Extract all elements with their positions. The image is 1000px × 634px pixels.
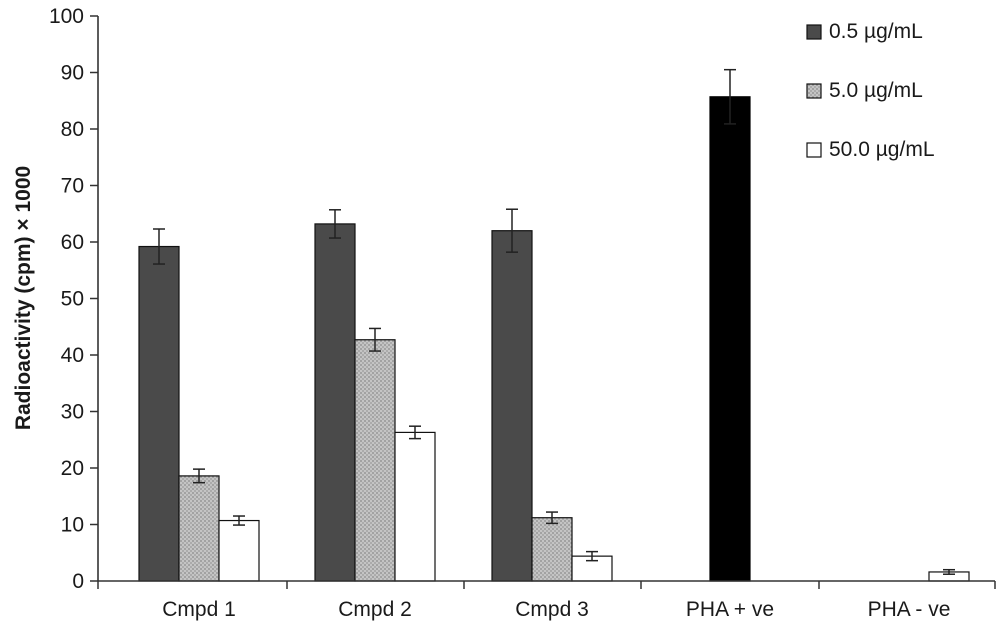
y-tick-label: 30 bbox=[61, 401, 84, 424]
x-tick-label: PHA - ve bbox=[868, 598, 951, 621]
axes bbox=[97, 16, 996, 589]
y-tick-label: 60 bbox=[61, 231, 84, 254]
y-tick-label: 90 bbox=[61, 62, 84, 85]
y-tick-label: 70 bbox=[61, 175, 84, 198]
y-tick-label: 20 bbox=[61, 457, 84, 480]
legend-swatch-2 bbox=[806, 83, 822, 99]
bar-series3-cat2 bbox=[394, 431, 436, 582]
legend-label-1: 0.5 µg/mL bbox=[829, 20, 923, 43]
y-tick-label: 10 bbox=[61, 514, 84, 537]
legend: 0.5 µg/mL 5.0 µg/mL 50.0 µg/mL bbox=[806, 20, 935, 161]
bar-series1-cat1 bbox=[138, 245, 180, 582]
x-axis-categories: Cmpd 1 Cmpd 2 Cmpd 3 PHA + ve PHA - ve bbox=[162, 598, 950, 621]
bar-series3-cat1 bbox=[218, 519, 260, 582]
y-tick-label: 50 bbox=[61, 288, 84, 311]
bars bbox=[138, 96, 970, 582]
y-axis-ticks: 0 10 20 30 40 50 60 70 80 90 100 bbox=[49, 5, 98, 593]
y-tick-label: 100 bbox=[49, 5, 84, 28]
y-tick-label: 0 bbox=[72, 570, 84, 593]
x-tick-label: Cmpd 1 bbox=[162, 598, 236, 621]
bar-series2-cat1 bbox=[178, 475, 220, 582]
legend-label-3: 50.0 µg/mL bbox=[829, 138, 935, 161]
y-tick-label: 80 bbox=[61, 118, 84, 141]
x-tick-label: PHA + ve bbox=[686, 598, 774, 621]
legend-swatch-1 bbox=[806, 24, 822, 40]
bar-series2-cat2 bbox=[354, 339, 396, 582]
bar-series1-cat2 bbox=[314, 223, 356, 582]
bar-series1-cat3 bbox=[491, 230, 533, 582]
y-tick-label: 40 bbox=[61, 344, 84, 367]
x-tick-label: Cmpd 3 bbox=[515, 598, 589, 621]
bar-extra-1 bbox=[709, 96, 751, 582]
x-tick-label: Cmpd 2 bbox=[338, 598, 412, 621]
error-bars bbox=[153, 68, 955, 575]
legend-label-2: 5.0 µg/mL bbox=[829, 79, 923, 102]
bar-series2-cat3 bbox=[531, 517, 573, 582]
legend-swatch-3 bbox=[806, 142, 822, 158]
y-axis-title: Radioactivity (cpm) × 1000 bbox=[12, 166, 35, 430]
